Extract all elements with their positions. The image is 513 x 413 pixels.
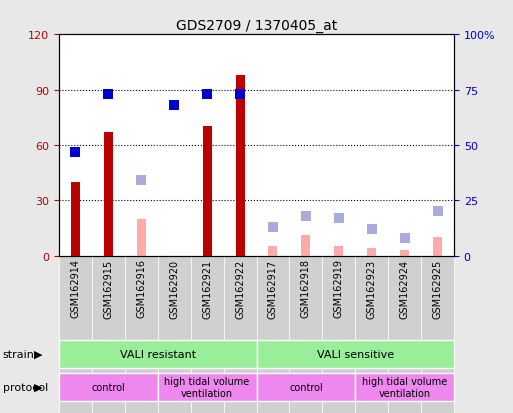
Text: control: control bbox=[91, 382, 125, 392]
Bar bbox=[388, 256, 421, 413]
Bar bbox=[433, 237, 442, 256]
Text: ▶: ▶ bbox=[34, 382, 43, 392]
Bar bbox=[224, 256, 256, 413]
Point bbox=[236, 91, 244, 98]
Bar bbox=[158, 373, 256, 401]
Bar bbox=[59, 373, 158, 401]
Bar bbox=[104, 133, 113, 256]
Point bbox=[368, 226, 376, 233]
Text: ▶: ▶ bbox=[34, 349, 43, 359]
Point bbox=[433, 209, 442, 215]
Bar bbox=[191, 256, 224, 413]
Bar bbox=[137, 219, 146, 256]
Point bbox=[170, 102, 179, 109]
Bar bbox=[71, 183, 80, 256]
Bar bbox=[421, 256, 454, 413]
Bar bbox=[322, 256, 355, 413]
Bar bbox=[301, 236, 310, 256]
Bar bbox=[355, 256, 388, 413]
Bar bbox=[235, 76, 245, 256]
Bar bbox=[256, 373, 355, 401]
Bar bbox=[256, 256, 289, 413]
Bar bbox=[355, 373, 454, 401]
Text: VALI sensitive: VALI sensitive bbox=[317, 349, 394, 359]
Point bbox=[269, 224, 277, 230]
Text: high tidal volume
ventilation: high tidal volume ventilation bbox=[165, 376, 250, 398]
Bar bbox=[256, 340, 454, 368]
Title: GDS2709 / 1370405_at: GDS2709 / 1370405_at bbox=[176, 19, 337, 33]
Point bbox=[71, 149, 80, 156]
Bar bbox=[400, 251, 409, 256]
Point bbox=[203, 91, 211, 98]
Point bbox=[401, 235, 409, 242]
Bar bbox=[92, 256, 125, 413]
Bar bbox=[367, 249, 376, 256]
Bar bbox=[289, 256, 322, 413]
Bar bbox=[157, 256, 191, 413]
Point bbox=[137, 178, 145, 184]
Text: VALI resistant: VALI resistant bbox=[120, 349, 196, 359]
Text: protocol: protocol bbox=[3, 382, 48, 392]
Bar bbox=[59, 340, 256, 368]
Bar bbox=[59, 256, 92, 413]
Bar bbox=[334, 247, 343, 256]
Text: control: control bbox=[289, 382, 323, 392]
Bar bbox=[268, 247, 278, 256]
Bar bbox=[125, 256, 157, 413]
Point bbox=[104, 91, 112, 98]
Point bbox=[334, 215, 343, 222]
Text: strain: strain bbox=[3, 349, 34, 359]
Bar bbox=[203, 127, 212, 256]
Text: high tidal volume
ventilation: high tidal volume ventilation bbox=[362, 376, 447, 398]
Point bbox=[302, 213, 310, 220]
